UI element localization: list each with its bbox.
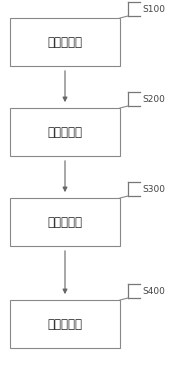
Text: S300: S300 — [142, 184, 165, 194]
Text: S200: S200 — [142, 94, 165, 104]
Bar — [10, 198, 120, 246]
Bar — [10, 108, 120, 156]
Text: S100: S100 — [142, 5, 165, 13]
Text: 检测蓄电池: 检测蓄电池 — [48, 35, 83, 49]
Text: 夹持蓄电池: 夹持蓄电池 — [48, 216, 83, 229]
Text: 阻挡蓄电池: 阻挡蓄电池 — [48, 126, 83, 139]
Bar — [10, 18, 120, 66]
Text: 输送带延时: 输送带延时 — [48, 318, 83, 330]
Bar — [10, 300, 120, 348]
Text: S400: S400 — [142, 286, 165, 296]
